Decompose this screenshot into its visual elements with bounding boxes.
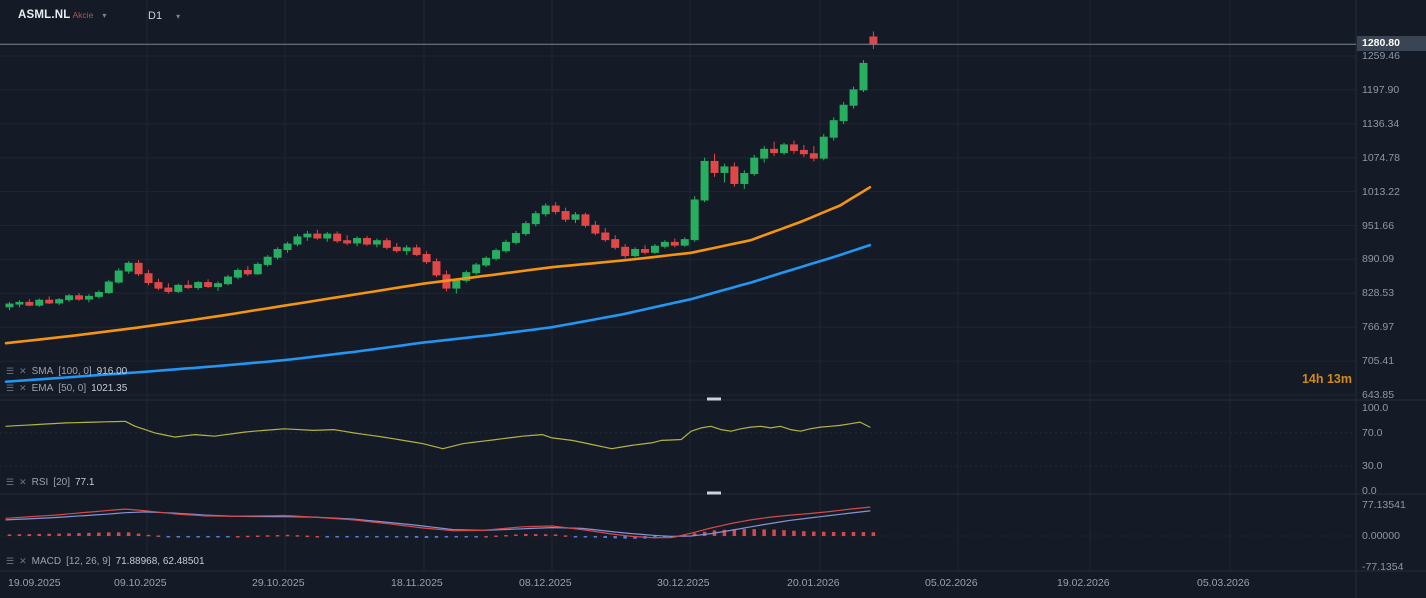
indicator-value: 1021.35	[91, 383, 128, 394]
symbol-label: ASML.NL	[18, 9, 71, 21]
indicator-remove-icon[interactable]: ✕	[19, 556, 27, 566]
indicator-value: 71.88968, 62.48501	[115, 556, 205, 567]
indicator-name: SMA	[31, 366, 54, 377]
timeframe-selector[interactable]: D1 ▾	[148, 10, 180, 22]
indicator-remove-icon[interactable]: ✕	[19, 366, 27, 376]
instrument-type-label: Akcie	[72, 10, 94, 20]
indicator-legend-sma: ☰ ✕ SMA [100, 0] 916.00	[6, 366, 127, 377]
symbol-selector[interactable]: ASML.NL Akcie ▾	[18, 9, 106, 21]
indicator-params: [50, 0]	[58, 383, 87, 394]
chevron-down-icon: ▾	[102, 11, 107, 20]
indicator-remove-icon[interactable]: ✕	[19, 477, 27, 487]
indicator-settings-icon[interactable]: ☰	[6, 383, 15, 393]
indicator-value: 77.1	[74, 477, 95, 488]
indicator-name: MACD	[31, 556, 62, 567]
indicator-params: [20]	[53, 477, 70, 488]
indicator-params: [12, 26, 9]	[66, 556, 111, 567]
indicator-name: RSI	[31, 477, 49, 488]
current-price-badge: 1280.80	[1357, 36, 1426, 51]
indicator-legend-macd: ☰ ✕ MACD [12, 26, 9] 71.88968, 62.48501	[6, 556, 205, 567]
indicator-value: 916.00	[96, 366, 128, 377]
chevron-down-icon: ▾	[176, 12, 181, 21]
indicator-settings-icon[interactable]: ☰	[6, 477, 15, 487]
indicator-remove-icon[interactable]: ✕	[19, 383, 27, 393]
timeframe-label: D1	[148, 10, 163, 22]
indicator-name: EMA	[31, 383, 54, 394]
indicator-settings-icon[interactable]: ☰	[6, 366, 15, 376]
indicator-params: [100, 0]	[58, 366, 92, 377]
candle-countdown-timer: 14h 13m	[1301, 372, 1352, 386]
indicator-legend-rsi: ☰ ✕ RSI [20] 77.1	[6, 477, 94, 488]
chart-header: ASML.NL Akcie ▾	[18, 9, 106, 21]
indicator-settings-icon[interactable]: ☰	[6, 556, 15, 566]
indicator-legend-ema: ☰ ✕ EMA [50, 0] 1021.35	[6, 383, 127, 394]
